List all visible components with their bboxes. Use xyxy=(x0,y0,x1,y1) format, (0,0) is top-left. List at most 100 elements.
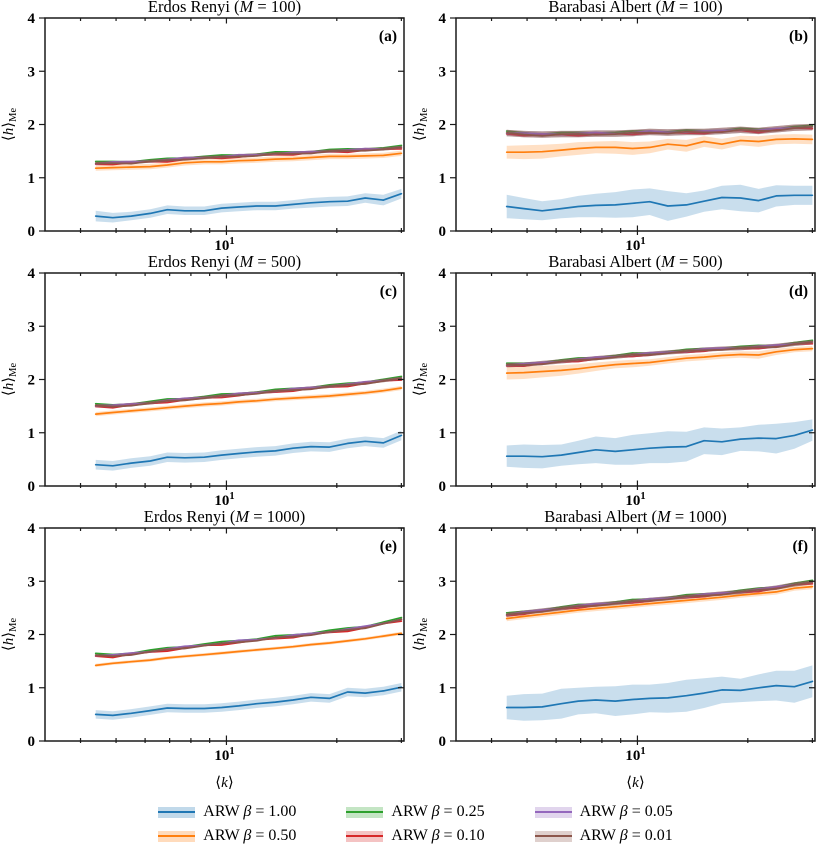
legend-column-2: ARW β = 0.25 ARW β = 0.10 xyxy=(346,803,485,844)
y-tick-label: 1 xyxy=(28,426,36,442)
legend-swatch-brown xyxy=(534,830,572,842)
y-tick-label: 2 xyxy=(439,373,447,389)
legend-label: ARW β = 0.05 xyxy=(579,803,673,820)
y-tick-label: 0 xyxy=(28,224,36,240)
series-line-blue xyxy=(505,429,814,458)
subplot-chart-e: 0 1 2 3 4 101 Erdos Renyi (M = 1000) (e) ⟨h⟩Me ⟨k… xyxy=(1,510,405,791)
y-tick-label: 3 xyxy=(439,574,447,590)
error-band-blue xyxy=(95,430,402,471)
legend-item-beta-0.01: ARW β = 0.01 xyxy=(534,827,673,844)
x-tick-label: 101 xyxy=(214,236,234,254)
legend-line-green xyxy=(346,810,384,814)
x-axis-label: ⟨k⟩ xyxy=(215,775,233,791)
y-tick-label: 4 xyxy=(28,11,36,27)
legend: ARW β = 1.00 ARW β = 0.50 ARW β = 0.25 ARW … xyxy=(0,804,831,844)
plots-grid: 0 1 2 3 4 101 Erdos Renyi (M = 100) (a) ⟨h⟩Me 0 1 2… xyxy=(0,0,831,802)
y-tick-label: 0 xyxy=(439,734,447,750)
legend-swatch-green xyxy=(346,806,384,818)
error-band-orange xyxy=(506,134,813,160)
panel-label: (e) xyxy=(380,538,397,555)
subplot-chart-b: 0 1 2 3 4 101 Barabasi Albert (M = 100) (b) ⟨h⟩M… xyxy=(412,0,816,254)
beta-symbol: β xyxy=(431,827,440,844)
series-line-brown xyxy=(94,146,403,165)
panel-label: (b) xyxy=(789,28,808,45)
y-axis-label: ⟨h⟩Me xyxy=(1,618,19,652)
y-axis-label: ⟨h⟩Me xyxy=(1,363,19,397)
beta-symbol: β xyxy=(431,803,440,820)
beta-symbol: β xyxy=(619,803,628,820)
legend-swatch-red xyxy=(346,830,384,842)
y-tick-label: 4 xyxy=(28,521,36,537)
beta-symbol: β xyxy=(243,803,252,820)
y-tick-label: 2 xyxy=(28,373,36,389)
error-band-blue xyxy=(506,419,813,469)
y-tick-label: 4 xyxy=(439,11,447,27)
y-tick-label: 3 xyxy=(439,319,447,335)
series-line-blue xyxy=(505,680,814,709)
legend-line-purple xyxy=(534,810,572,814)
legend-label: ARW β = 0.10 xyxy=(391,827,485,844)
y-tick-label: 1 xyxy=(439,681,447,697)
y-tick-label: 1 xyxy=(439,426,447,442)
y-tick-label: 3 xyxy=(28,64,36,80)
series-line-orange xyxy=(505,138,814,154)
panel-label: (d) xyxy=(789,283,808,300)
y-tick-label: 4 xyxy=(439,266,447,282)
subplot-title: Erdos Renyi (M = 500) xyxy=(148,255,301,271)
x-tick-label: 101 xyxy=(214,746,234,764)
subplot-cell-b: 0 1 2 3 4 101 Barabasi Albert (M = 100) (b) ⟨h⟩M… xyxy=(411,0,831,255)
legend-item-beta-0.05: ARW β = 0.05 xyxy=(534,803,673,820)
subplot-cell-e: 0 1 2 3 4 101 Erdos Renyi (M = 1000) (e) ⟨h⟩Me ⟨k… xyxy=(0,510,411,802)
subplot-chart-f: 0 1 2 3 4 101 Barabasi Albert (M = 1000) (f) ⟨h⟩… xyxy=(412,510,816,791)
series-line-brown xyxy=(505,581,814,616)
subplot-chart-a: 0 1 2 3 4 101 Erdos Renyi (M = 100) (a) ⟨h⟩Me xyxy=(1,0,405,254)
x-tick-label: 101 xyxy=(625,491,645,509)
subplot-title: Barabasi Albert (M = 100) xyxy=(548,0,722,16)
error-band-blue xyxy=(506,665,813,721)
legend-line-red xyxy=(346,834,384,838)
y-tick-label: 3 xyxy=(28,574,36,590)
y-tick-label: 0 xyxy=(28,479,36,495)
panel-label: (a) xyxy=(379,28,397,45)
y-tick-label: 3 xyxy=(28,319,36,335)
series-line-orange xyxy=(94,387,403,415)
legend-column-3: ARW β = 0.05 ARW β = 0.01 xyxy=(534,803,673,844)
subplot-chart-c: 0 1 2 3 4 101 Erdos Renyi (M = 500) (c) ⟨h⟩Me xyxy=(1,255,405,509)
subplot-cell-d: 0 1 2 3 4 101 Barabasi Albert (M = 500) (d) ⟨h⟩M… xyxy=(411,255,831,510)
subplot-cell-a: 0 1 2 3 4 101 Erdos Renyi (M = 100) (a) ⟨h⟩Me xyxy=(0,0,411,255)
subplot-title: Erdos Renyi (M = 100) xyxy=(148,0,301,16)
beta-symbol: β xyxy=(619,827,628,844)
error-band-orange xyxy=(95,631,402,667)
x-axis-label: ⟨k⟩ xyxy=(626,775,644,791)
y-tick-label: 3 xyxy=(439,64,447,80)
subplot-title: Barabasi Albert (M = 1000) xyxy=(544,510,727,526)
y-tick-label: 0 xyxy=(28,734,36,750)
subplot-chart-d: 0 1 2 3 4 101 Barabasi Albert (M = 500) (d) ⟨h⟩M… xyxy=(412,255,816,509)
series-line-brown xyxy=(94,618,403,658)
legend-item-beta-1.00: ARW β = 1.00 xyxy=(158,804,296,820)
series-line-blue xyxy=(94,686,403,717)
y-tick-label: 2 xyxy=(439,628,447,644)
legend-item-beta-0.25: ARW β = 0.25 xyxy=(346,803,485,820)
legend-line-blue xyxy=(158,810,196,814)
error-band-brown xyxy=(506,580,813,617)
series-line-brown xyxy=(505,341,814,366)
series-line-brown xyxy=(505,126,814,137)
y-tick-label: 2 xyxy=(28,628,36,644)
y-tick-label: 0 xyxy=(439,479,447,495)
subplot-cell-f: 0 1 2 3 4 101 Barabasi Albert (M = 1000) (f) ⟨h⟩… xyxy=(411,510,831,802)
series-line-orange xyxy=(94,152,403,170)
series-line-blue xyxy=(94,192,403,219)
series-line-green xyxy=(94,616,403,656)
legend-item-beta-0.50: ARW β = 0.50 xyxy=(158,828,296,844)
y-tick-label: 4 xyxy=(439,521,447,537)
y-tick-label: 1 xyxy=(28,171,36,187)
y-tick-label: 4 xyxy=(28,266,36,282)
y-axis-label: ⟨h⟩Me xyxy=(1,108,19,142)
panel-label: (f) xyxy=(793,538,809,555)
series-line-blue xyxy=(94,434,403,467)
subplot-title: Erdos Renyi (M = 1000) xyxy=(144,510,305,526)
panel-label: (c) xyxy=(380,283,397,300)
legend-line-orange xyxy=(158,834,196,838)
